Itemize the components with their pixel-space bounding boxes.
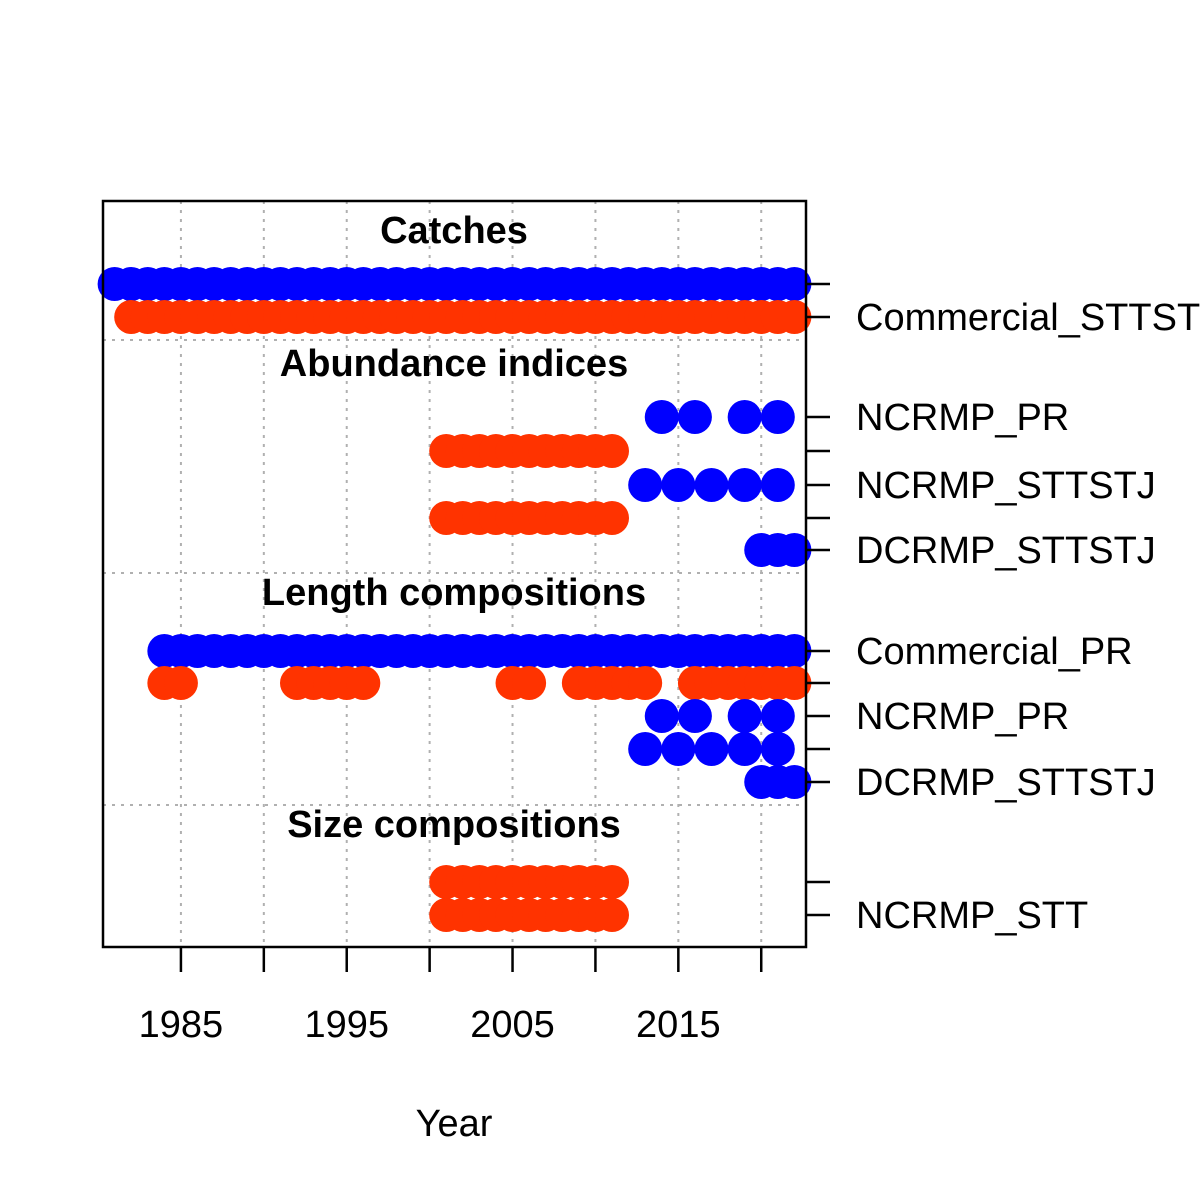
- data-point-2015: [661, 732, 696, 766]
- x-tick-label-1985: 1985: [139, 1004, 224, 1046]
- section-title-4: Size compositions: [287, 804, 621, 846]
- section-titles: Catches Abundance indices Length compositi…: [262, 210, 646, 846]
- series-row-3-1: [147, 634, 812, 668]
- data-point-1996: [346, 666, 381, 700]
- row-label: NCRMP_STTSTJ: [856, 465, 1156, 507]
- data-point-2019: [727, 400, 762, 434]
- series-row-3-4: [628, 732, 795, 766]
- series-row-2-1: [644, 400, 795, 434]
- series-row-2-5: [744, 533, 812, 567]
- row-label: Commercial_PR: [856, 631, 1133, 673]
- series-row-2-4: [429, 501, 630, 535]
- data-point-2011: [595, 434, 630, 468]
- data-point-2011: [595, 865, 630, 899]
- row-label: NCRMP_PR: [856, 696, 1069, 738]
- data-point-2022: [777, 666, 812, 700]
- x-tick-label-2005: 2005: [470, 1004, 555, 1046]
- row-axis: Commercial_STTSTJ NCRMP_PR NCRMP_STTSTJ DCR…: [806, 282, 1200, 937]
- data-point-2022: [777, 765, 812, 799]
- data-point-2021: [760, 699, 795, 733]
- data-point-2013: [628, 666, 663, 700]
- section-title-1: Catches: [380, 210, 528, 252]
- row-label: DCRMP_STTSTJ: [856, 762, 1156, 804]
- x-tick-label-1995: 1995: [304, 1004, 389, 1046]
- data-point-2016: [677, 400, 712, 434]
- x-axis: 1985 1995 2005 2015: [139, 947, 763, 1046]
- data-point-2011: [595, 501, 630, 535]
- data-point-2022: [777, 300, 812, 334]
- data-point-2013: [628, 468, 663, 502]
- series-row-3-5: [744, 765, 812, 799]
- grid-layer: [103, 201, 806, 947]
- series-row-3-3: [644, 699, 795, 733]
- series-row-1-2: [114, 300, 812, 334]
- points-layer: [97, 267, 812, 932]
- data-point-2017: [694, 732, 729, 766]
- row-label: NCRMP_PR: [856, 397, 1069, 439]
- data-point-2021: [760, 468, 795, 502]
- plot-frame: [101, 199, 808, 949]
- series-row-2-2: [429, 434, 630, 468]
- data-point-2022: [777, 533, 812, 567]
- data-point-2021: [760, 400, 795, 434]
- data-point-2016: [677, 699, 712, 733]
- data-point-2013: [628, 732, 663, 766]
- data-point-2017: [694, 468, 729, 502]
- series-row-1-1: [97, 267, 812, 301]
- data-point-2014: [644, 699, 679, 733]
- data-point-2011: [595, 898, 630, 932]
- data-point-2019: [727, 732, 762, 766]
- x-axis-label: Year: [416, 1103, 493, 1145]
- row-label: NCRMP_STT: [856, 895, 1088, 937]
- data-point-1985: [163, 666, 198, 700]
- data-point-2019: [727, 699, 762, 733]
- data-point-2019: [727, 468, 762, 502]
- data-point-2022: [777, 634, 812, 668]
- section-title-3: Length compositions: [262, 572, 646, 614]
- x-tick-label-2015: 2015: [636, 1004, 721, 1046]
- data-point-2006: [512, 666, 547, 700]
- series-row-4-1: [429, 865, 630, 899]
- data-point-2015: [661, 468, 696, 502]
- series-row-3-2: [147, 666, 812, 700]
- row-label: DCRMP_STTSTJ: [856, 530, 1156, 572]
- data-point-2022: [777, 267, 812, 301]
- section-title-2: Abundance indices: [280, 343, 628, 385]
- series-row-4-2: [429, 898, 630, 932]
- data-point-2014: [644, 400, 679, 434]
- row-label: Commercial_STTSTJ: [856, 297, 1200, 339]
- data-point-2021: [760, 732, 795, 766]
- series-row-2-3: [628, 468, 795, 502]
